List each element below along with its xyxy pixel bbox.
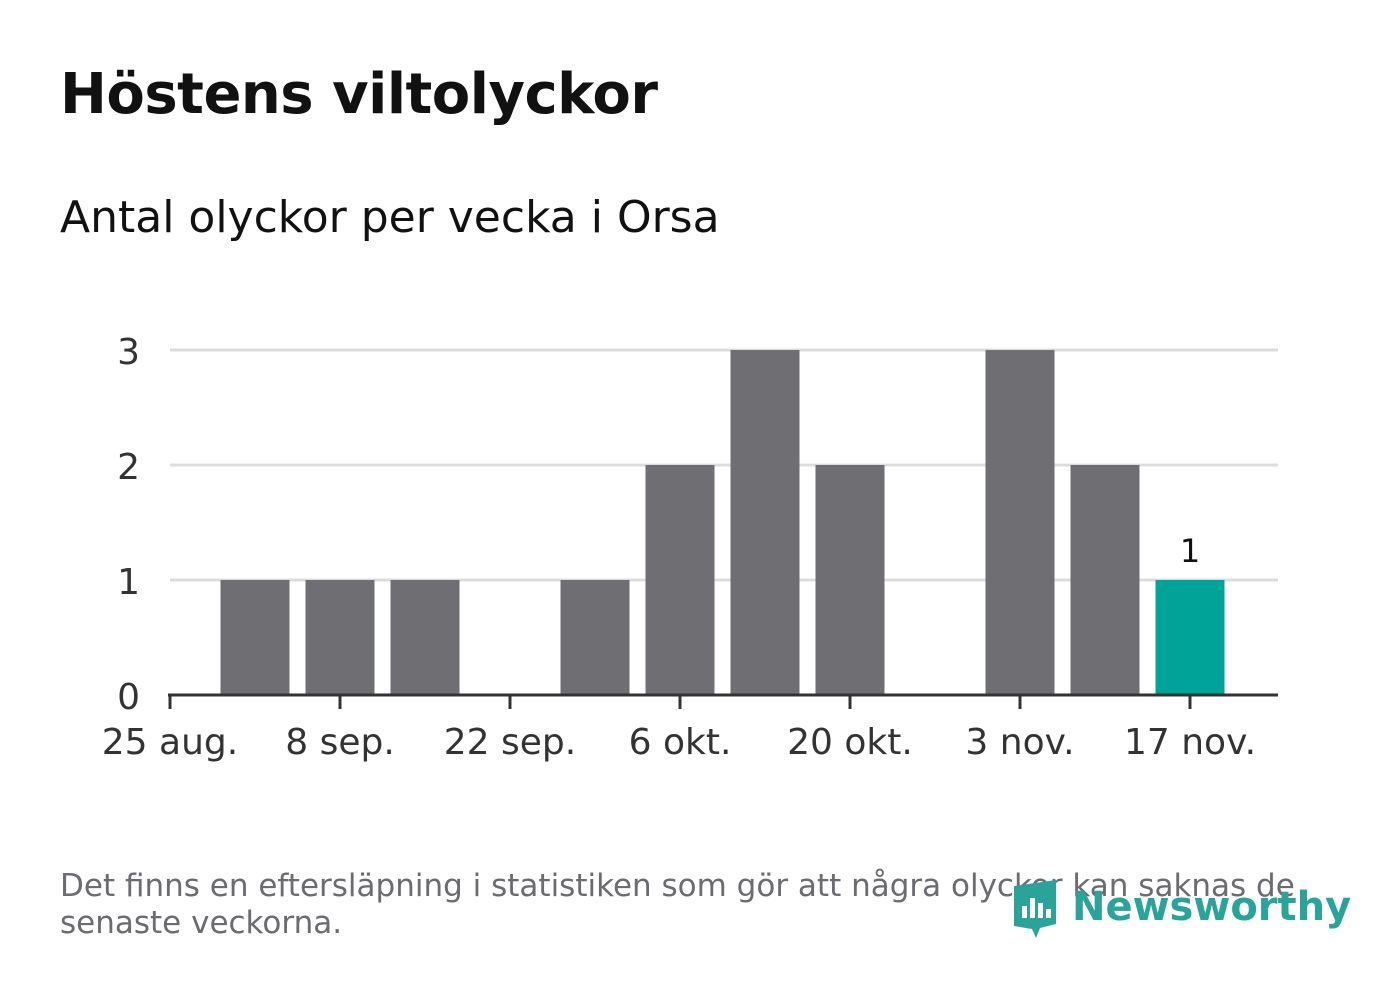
- bar: [730, 350, 800, 695]
- chart-title: Höstens viltolyckor: [60, 62, 658, 127]
- x-tick-label: 17 nov.: [1124, 722, 1256, 763]
- chart-subtitle: Antal olyckor per vecka i Orsa: [60, 192, 720, 243]
- bar: [305, 580, 375, 695]
- bar: [560, 580, 630, 695]
- y-tick-label: 3: [117, 332, 140, 373]
- x-tick-label: 3 nov.: [965, 722, 1074, 763]
- footnote: Det finns en eftersläpning i statistiken…: [60, 868, 1295, 941]
- data-label: 1: [1180, 532, 1200, 570]
- x-tick-label: 22 sep.: [444, 722, 576, 763]
- newsworthy-logo: Newsworthy: [1010, 876, 1351, 938]
- newsworthy-logo-icon: [1014, 880, 1056, 938]
- y-tick-label: 0: [117, 677, 140, 718]
- y-tick-label: 2: [117, 447, 140, 488]
- x-tick-label: 20 okt.: [787, 722, 913, 763]
- x-tick-label: 25 aug.: [102, 722, 238, 763]
- bar: [645, 465, 715, 695]
- y-tick-label: 1: [117, 562, 140, 603]
- bar: [815, 465, 885, 695]
- bar: [390, 580, 460, 695]
- bar: [220, 580, 290, 695]
- bar: [1070, 465, 1140, 695]
- bar: [1155, 580, 1225, 695]
- x-tick-label: 8 sep.: [285, 722, 395, 763]
- x-tick-label: 6 okt.: [629, 722, 732, 763]
- logo-text: Newsworthy: [1072, 884, 1352, 930]
- bar: [985, 350, 1055, 695]
